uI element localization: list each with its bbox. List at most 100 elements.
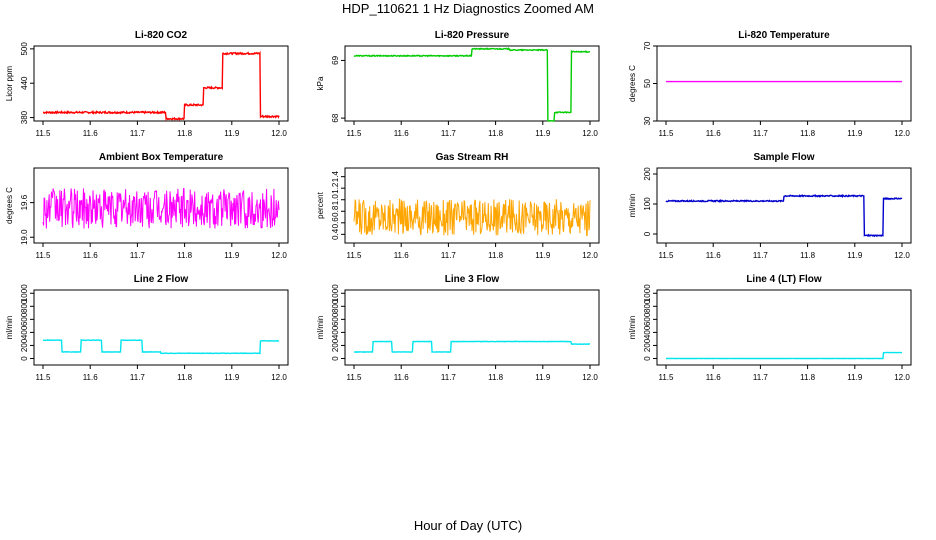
y-axis-label: degrees C — [5, 187, 14, 224]
x-tick-label: 11.8 — [177, 129, 193, 138]
panel-title: Line 3 Flow — [445, 274, 500, 285]
y-tick-label: 30 — [643, 116, 652, 125]
panel-title: Line 4 (LT) Flow — [746, 274, 822, 285]
y-tick-label: 100 — [643, 197, 652, 211]
plot-frame — [344, 45, 600, 122]
plot-frame — [33, 289, 289, 366]
y-tick-label: 1.4 — [331, 171, 340, 183]
x-tick-label: 11.7 — [130, 373, 146, 382]
y-tick-label: 70 — [643, 41, 652, 50]
series-line — [354, 340, 591, 353]
x-tick-label: 12.0 — [582, 129, 598, 138]
x-tick-label: 11.6 — [394, 251, 410, 260]
x-tick-label: 12.0 — [271, 129, 287, 138]
panel-1: Li-820 CO2 Licor ppm 380 440 500 11.5 11.6 11.7… — [5, 30, 289, 138]
x-tick-label: 11.7 — [441, 373, 457, 382]
x-tick-label: 11.5 — [347, 373, 363, 382]
y-tick-label: 0 — [643, 356, 652, 361]
y-tick-label: 200 — [20, 338, 29, 352]
y-tick-label: 1000 — [331, 284, 340, 302]
panel-6: Sample Flow ml/min 0 100 200 11.5 11.6 11.7 11.8… — [628, 152, 912, 260]
series-line — [353, 47, 591, 122]
x-tick-label: 11.7 — [130, 251, 146, 260]
plot-frame — [344, 289, 600, 366]
y-tick-label: 19.6 — [20, 194, 29, 210]
x-tick-label: 11.7 — [753, 129, 769, 138]
y-tick-label: 0.4 — [331, 228, 340, 240]
x-tick-label: 11.5 — [36, 251, 52, 260]
y-tick-label: 0.6 — [331, 217, 340, 229]
y-axis-label: ml/min — [628, 316, 637, 340]
y-tick-label: 0 — [20, 356, 29, 361]
series-line — [665, 194, 903, 238]
plot-frame — [656, 289, 912, 366]
x-tick-label: 11.9 — [224, 251, 240, 260]
x-tick-label: 11.9 — [847, 373, 863, 382]
plot-frame — [344, 167, 600, 244]
x-tick-label: 11.6 — [83, 251, 99, 260]
x-tick-label: 11.6 — [706, 129, 722, 138]
panel-title: Line 2 Flow — [134, 274, 189, 285]
y-tick-label: 0 — [643, 231, 652, 236]
x-tick-label: 11.5 — [36, 129, 52, 138]
x-tick-label: 12.0 — [894, 129, 910, 138]
x-tick-label: 11.5 — [347, 129, 363, 138]
y-axis-label: degrees C — [628, 65, 637, 102]
y-axis-label: percent — [316, 191, 325, 218]
y-axis-label: Licor ppm — [5, 66, 14, 101]
page-title: HDP_110621 1 Hz Diagnostics Zoomed AM — [342, 1, 594, 16]
y-tick-label: 1000 — [20, 284, 29, 302]
x-tick-label: 11.5 — [659, 373, 675, 382]
x-tick-label: 11.8 — [488, 251, 504, 260]
x-tick-label: 11.7 — [753, 251, 769, 260]
y-axis-label: ml/min — [5, 316, 14, 340]
y-tick-label: 1.0 — [331, 194, 340, 206]
y-tick-label: 500 — [20, 42, 29, 56]
x-tick-label: 11.6 — [394, 129, 410, 138]
x-tick-label: 11.8 — [177, 373, 193, 382]
x-tick-label: 11.5 — [36, 373, 52, 382]
x-tick-label: 12.0 — [582, 251, 598, 260]
x-tick-label: 11.8 — [488, 129, 504, 138]
panel-5: Gas Stream RH percent 0.40.60.81.01.21.4 11… — [316, 152, 600, 260]
panel-3: Li-820 Temperature degrees C 30 50 70 11.5 11.… — [628, 30, 912, 138]
panel-title: Li-820 Temperature — [738, 30, 830, 41]
series-line — [353, 198, 591, 236]
series-line — [666, 351, 902, 360]
x-tick-label: 11.8 — [800, 129, 816, 138]
x-tick-label: 11.5 — [659, 251, 675, 260]
y-tick-label: 200 — [331, 338, 340, 352]
y-tick-label: 600 — [20, 312, 29, 326]
panel-title: Gas Stream RH — [436, 152, 509, 163]
plot-frame — [33, 167, 289, 244]
x-tick-label: 11.8 — [177, 251, 193, 260]
series-line — [42, 338, 280, 355]
x-tick-label: 11.9 — [847, 251, 863, 260]
y-axis-label: kPa — [316, 76, 325, 90]
y-tick-label: 19.0 — [20, 229, 29, 245]
x-tick-label: 11.8 — [800, 251, 816, 260]
y-tick-label: 69 — [331, 55, 340, 64]
x-tick-label: 11.7 — [130, 129, 146, 138]
panel-title: Li-820 Pressure — [435, 30, 510, 41]
y-tick-label: 600 — [331, 312, 340, 326]
x-tick-label: 11.5 — [659, 129, 675, 138]
y-tick-label: 400 — [643, 325, 652, 339]
series-line — [42, 50, 280, 122]
y-tick-label: 600 — [643, 312, 652, 326]
x-tick-label: 11.6 — [706, 251, 722, 260]
x-tick-label: 12.0 — [271, 251, 287, 260]
y-tick-label: 68 — [331, 113, 340, 122]
x-tick-label: 11.8 — [488, 373, 504, 382]
x-tick-label: 11.9 — [847, 129, 863, 138]
x-tick-label: 11.7 — [753, 373, 769, 382]
y-tick-label: 440 — [20, 76, 29, 90]
panel-title: Ambient Box Temperature — [99, 152, 224, 163]
series-line — [42, 188, 280, 229]
plot-frame — [33, 45, 289, 122]
x-tick-label: 11.9 — [535, 251, 551, 260]
x-tick-label: 11.9 — [535, 373, 551, 382]
